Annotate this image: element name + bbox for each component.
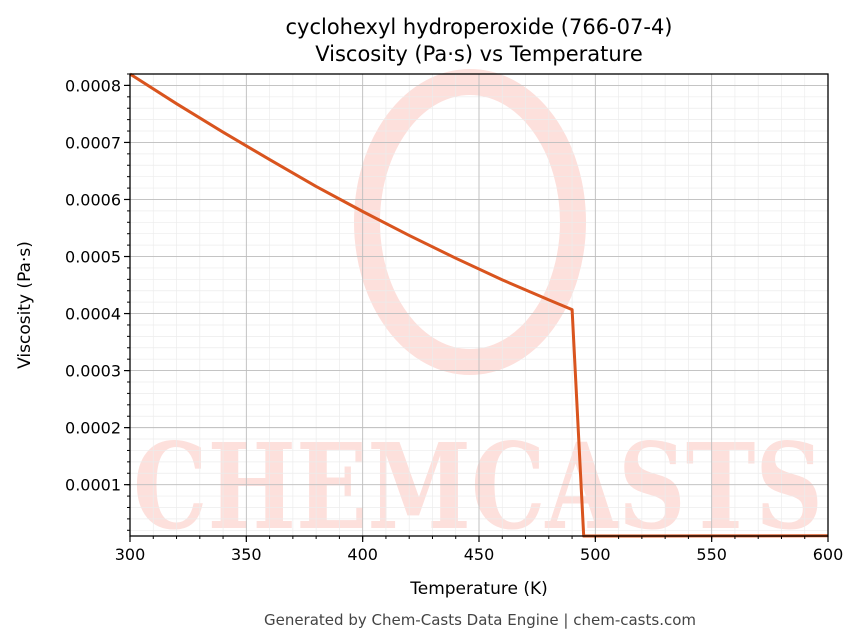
chart-subtitle: Viscosity (Pa·s) vs Temperature	[315, 42, 643, 66]
y-tick-label: 0.0005	[65, 248, 121, 267]
x-tick-label: 300	[115, 545, 146, 564]
ticks	[124, 73, 829, 542]
watermark-text: CHEMCASTS	[133, 417, 823, 556]
y-tick-label: 0.0001	[65, 476, 121, 495]
x-tick-label: 350	[231, 545, 262, 564]
y-tick-label: 0.0002	[65, 419, 121, 438]
x-tick-label: 600	[813, 545, 844, 564]
x-tick-label: 550	[696, 545, 727, 564]
x-tick-label: 500	[580, 545, 611, 564]
x-axis-label: Temperature (K)	[409, 579, 548, 599]
y-axis-label: Viscosity (Pa·s)	[15, 241, 35, 369]
y-tick-label: 0.0008	[65, 76, 121, 95]
x-tick-label: 450	[464, 545, 495, 564]
y-tick-label: 0.0006	[65, 190, 121, 209]
chart-title: cyclohexyl hydroperoxide (766-07-4)	[285, 15, 672, 39]
y-tick-label: 0.0003	[65, 362, 121, 381]
footer-credit: Generated by Chem-Casts Data Engine | ch…	[264, 611, 696, 629]
x-tick-label: 400	[347, 545, 378, 564]
y-tick-label: 0.0007	[65, 133, 121, 152]
tick-labels: 300 350 400 450 500 550 600 0.0001 0.0002 0.0003 0…	[65, 76, 843, 564]
y-tick-label: 0.0004	[65, 305, 121, 324]
watermark: CHEMCASTS	[133, 69, 823, 556]
